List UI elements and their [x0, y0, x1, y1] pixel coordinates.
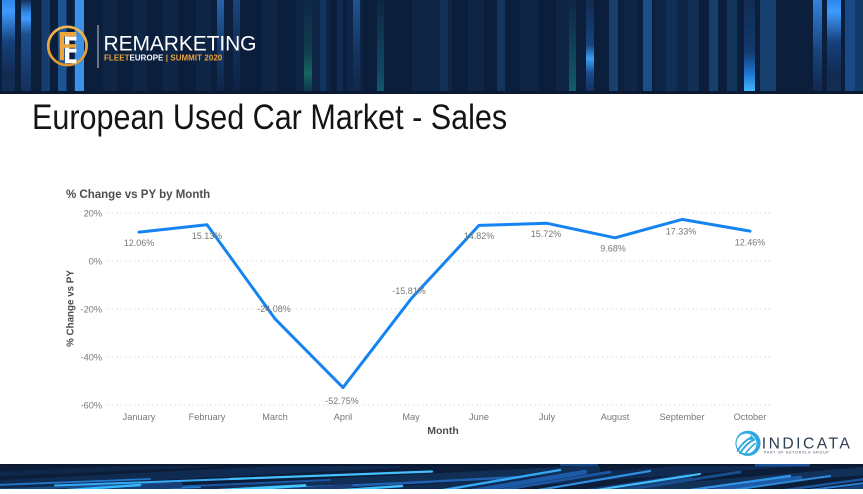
svg-text:0%: 0%	[89, 257, 102, 267]
svg-text:-40%: -40%	[81, 353, 102, 363]
svg-text:15.13%: 15.13%	[192, 231, 223, 241]
svg-text:September: September	[660, 412, 705, 422]
svg-text:17.33%: 17.33%	[666, 227, 697, 237]
svg-text:April: April	[334, 412, 352, 422]
svg-text:% Change vs PY: % Change vs PY	[66, 270, 77, 347]
svg-text:Month: Month	[427, 425, 459, 437]
svg-text:-20%: -20%	[81, 305, 102, 315]
svg-text:12.46%: 12.46%	[735, 238, 766, 248]
svg-text:June: June	[469, 412, 489, 422]
svg-text:12.06%: 12.06%	[124, 238, 155, 248]
svg-text:-24.08%: -24.08%	[257, 304, 291, 314]
svg-text:FLEETEUROPE | SUMMIT 2020: FLEETEUROPE | SUMMIT 2020	[104, 53, 223, 62]
svg-text:-15.81%: -15.81%	[392, 286, 426, 296]
svg-text:14.82%: 14.82%	[464, 231, 495, 241]
svg-text:PART OF AUTOROLA GROUP: PART OF AUTOROLA GROUP	[764, 450, 830, 454]
svg-text:July: July	[539, 412, 556, 422]
svg-text:October: October	[734, 412, 767, 422]
svg-text:-60%: -60%	[81, 401, 102, 411]
svg-text:9.68%: 9.68%	[600, 244, 626, 254]
svg-text:February: February	[189, 412, 226, 422]
svg-text:March: March	[262, 412, 288, 422]
svg-text:REMARKETING: REMARKETING	[104, 32, 257, 55]
svg-text:INDICATA: INDICATA	[762, 436, 852, 453]
svg-text:January: January	[123, 412, 156, 422]
svg-text:-52.75%: -52.75%	[325, 396, 359, 406]
svg-text:15.72%: 15.72%	[531, 229, 562, 239]
svg-text:% Change vs PY by Month: % Change vs PY by Month	[66, 189, 210, 201]
svg-text:August: August	[601, 412, 630, 422]
svg-text:May: May	[402, 412, 420, 422]
svg-text:20%: 20%	[84, 209, 102, 219]
